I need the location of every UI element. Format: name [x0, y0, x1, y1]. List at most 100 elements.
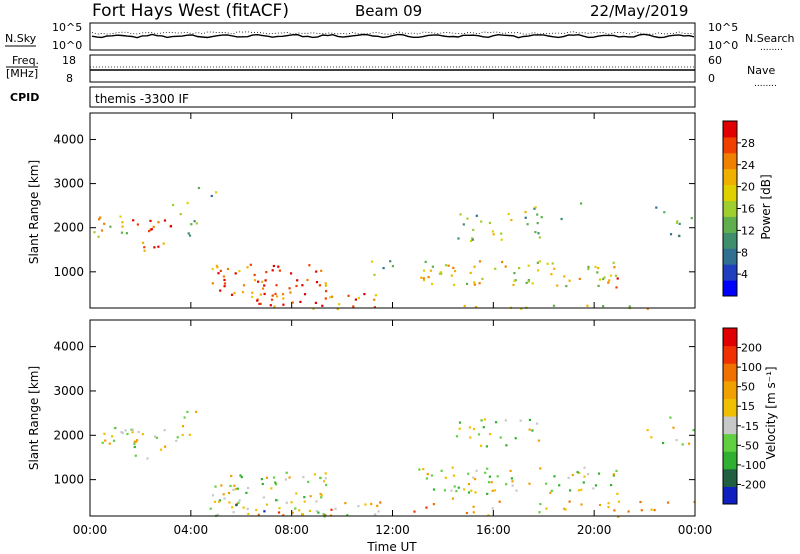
nsky-tick-top: 10^5	[52, 21, 82, 34]
data-point	[291, 511, 294, 514]
nave-label: Nave	[747, 64, 775, 77]
data-point	[135, 440, 138, 443]
data-point	[453, 270, 457, 273]
data-point	[307, 480, 310, 483]
data-point	[480, 419, 483, 422]
data-point	[422, 468, 425, 471]
data-point	[500, 232, 503, 235]
colorbar-segment	[723, 264, 737, 281]
data-point	[315, 270, 318, 273]
data-point	[471, 237, 474, 240]
data-point	[357, 296, 360, 300]
data-point	[494, 267, 497, 270]
data-point	[263, 510, 266, 513]
data-point	[301, 513, 305, 516]
data-point	[650, 436, 653, 439]
nsearch-trace	[91, 31, 695, 35]
data-point	[553, 475, 556, 478]
data-point	[237, 501, 240, 504]
data-point	[321, 304, 324, 307]
data-point	[568, 500, 571, 503]
colorbar-segment	[723, 232, 737, 249]
data-point	[314, 301, 317, 304]
data-point	[422, 269, 426, 272]
data-point	[568, 279, 571, 282]
nave-tick-bottom: 0	[708, 72, 715, 85]
data-point	[370, 260, 374, 263]
data-point	[288, 287, 291, 290]
data-point	[222, 275, 225, 278]
data-point	[616, 277, 619, 280]
cpid-panel: CPID themis -3300 IF	[10, 86, 696, 108]
data-point	[154, 435, 157, 438]
data-point	[540, 216, 543, 219]
data-point	[329, 296, 332, 299]
data-point	[216, 266, 219, 269]
data-point	[455, 490, 458, 493]
data-point	[455, 435, 459, 438]
data-point	[188, 234, 192, 237]
data-point	[298, 509, 301, 512]
data-point	[320, 269, 323, 272]
data-point	[475, 469, 478, 472]
colorbar-segment	[723, 416, 737, 435]
colorbar-frame	[722, 327, 738, 505]
data-point	[511, 484, 514, 487]
data-point	[301, 284, 304, 287]
data-point	[439, 271, 443, 274]
colorbar-tick-label: 20	[741, 181, 755, 194]
data-point	[427, 276, 430, 279]
freq-label: Freq.	[12, 54, 39, 67]
data-point	[324, 513, 327, 517]
nsky-tick-bottom: 10^0	[52, 39, 82, 52]
data-point	[560, 217, 563, 221]
data-point	[336, 307, 339, 311]
data-point	[363, 293, 366, 296]
power-x-axis	[89, 113, 696, 308]
data-point	[578, 471, 581, 474]
data-point	[346, 513, 349, 517]
data-point	[564, 508, 567, 511]
data-point	[233, 484, 236, 487]
data-point	[537, 439, 540, 442]
data-point	[478, 282, 481, 285]
data-point	[313, 473, 316, 476]
colorbar-tick-label: 15	[741, 400, 755, 413]
data-point	[193, 220, 196, 223]
data-point	[242, 284, 246, 287]
data-point	[181, 433, 184, 437]
nsky-label: N.Sky	[5, 32, 37, 45]
data-point	[669, 233, 673, 236]
data-point	[545, 482, 548, 485]
velocity-ylabel: Slant Range [km]	[27, 366, 41, 470]
data-point	[227, 491, 231, 495]
data-point	[162, 242, 165, 245]
data-point	[667, 501, 670, 504]
data-point	[231, 506, 234, 509]
nsky-trace	[91, 33, 695, 39]
nsearch-label: N.Search	[745, 32, 795, 45]
data-point	[458, 421, 462, 424]
data-point	[463, 304, 466, 308]
data-point	[587, 268, 590, 271]
data-point	[278, 269, 281, 272]
data-point	[364, 503, 367, 506]
data-point	[137, 430, 140, 434]
power-panel: 1000 2000 3000 4000 Slant Range [km] 4 8 12 16…	[27, 112, 773, 311]
data-point	[264, 279, 267, 282]
data-point	[527, 280, 530, 283]
data-point	[347, 294, 350, 297]
data-point	[550, 489, 553, 492]
data-point	[567, 476, 570, 479]
data-point	[531, 282, 534, 285]
data-point	[504, 419, 507, 422]
data-point	[152, 225, 155, 228]
data-point	[374, 294, 377, 297]
data-point	[598, 278, 601, 281]
data-point	[527, 264, 530, 267]
data-point	[509, 469, 512, 472]
nave-dots: ........	[754, 79, 777, 89]
data-point	[499, 436, 502, 439]
data-point	[690, 217, 693, 220]
data-point	[528, 428, 531, 431]
